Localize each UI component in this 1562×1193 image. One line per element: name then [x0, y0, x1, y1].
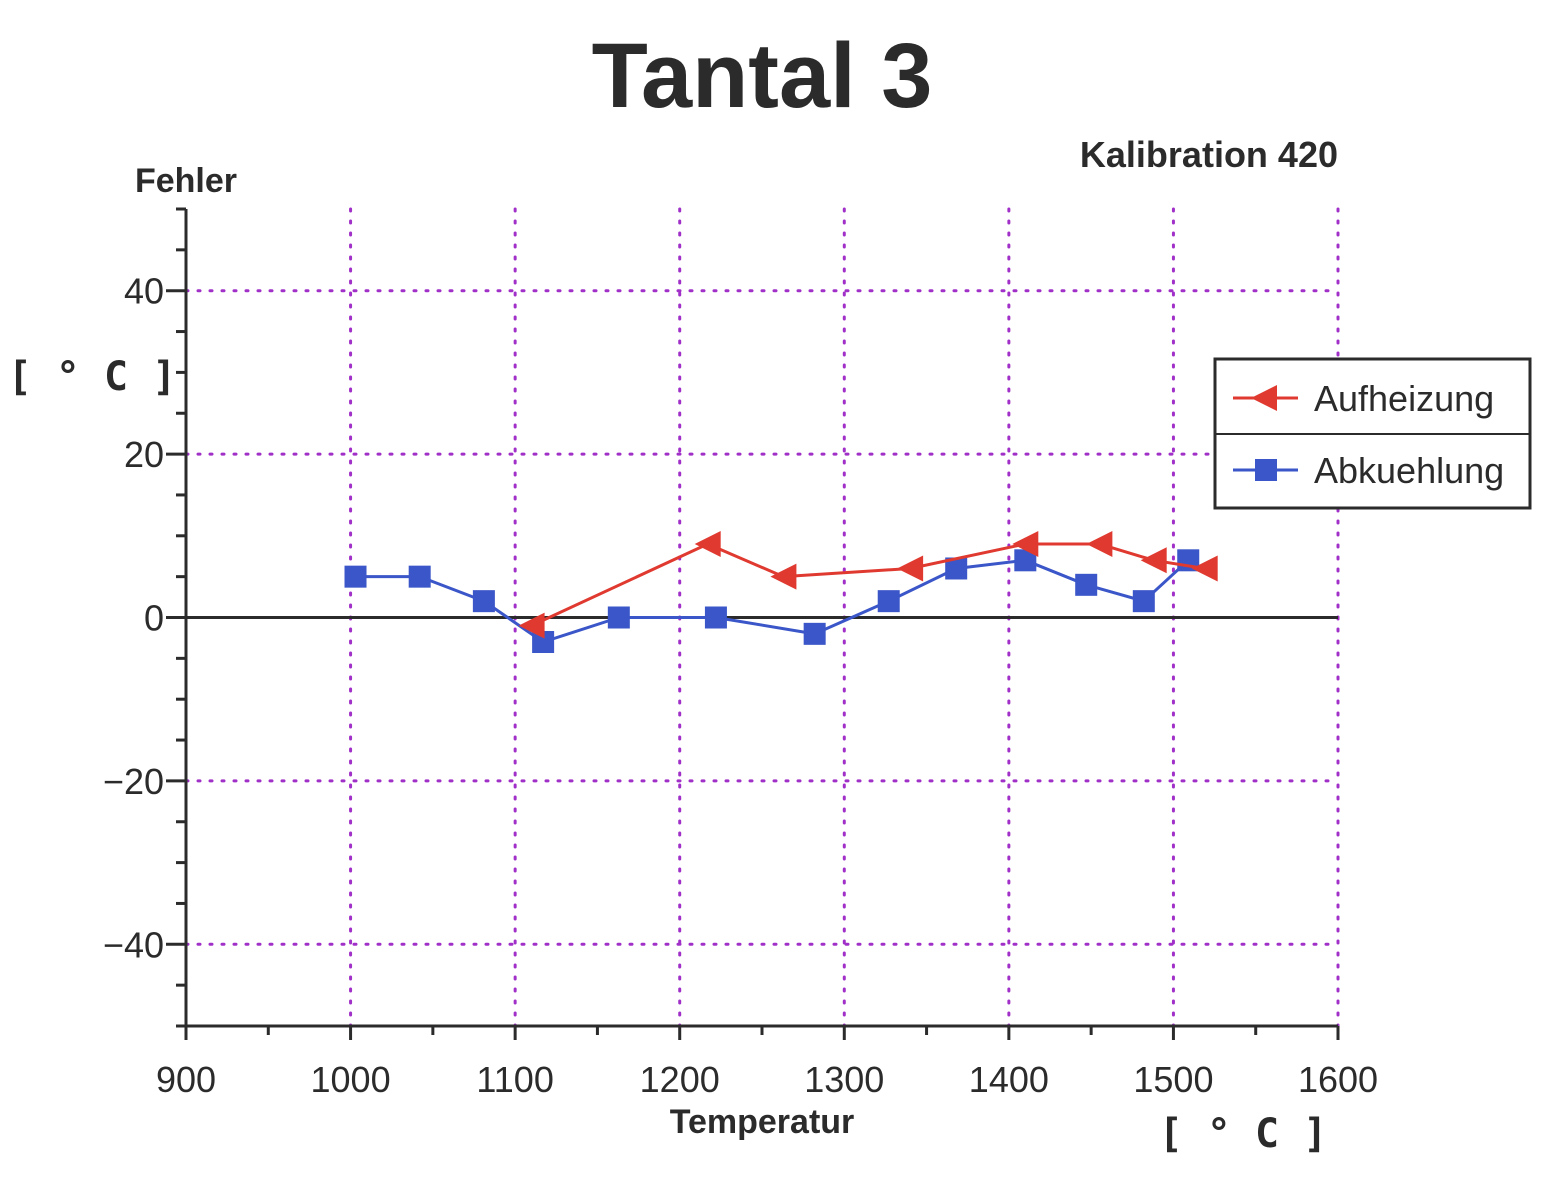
x-tick-label: 1200 — [640, 1059, 720, 1100]
data-point-aufheizung — [770, 563, 797, 590]
x-axis-label: Temperatur — [670, 1103, 855, 1141]
x-tick-label: 1600 — [1298, 1059, 1378, 1100]
data-point-abkuehlung — [472, 590, 495, 613]
x-tick-label: 1100 — [476, 1059, 553, 1100]
data-point-aufheizung — [897, 555, 924, 582]
legend-item-aufheizung: Aufheizung — [1233, 378, 1494, 419]
data-point-abkuehlung — [803, 622, 826, 645]
x-tick-label: 1400 — [969, 1059, 1049, 1100]
data-point-aufheizung — [518, 612, 545, 639]
legend-label-aufheizung: Aufheizung — [1314, 378, 1494, 419]
legend-item-abkuehlung: Abkuehlung — [1233, 450, 1504, 491]
data-point-aufheizung — [1140, 547, 1167, 574]
series-line-aufheizung — [530, 542, 1205, 628]
chart-subtitle: Kalibration 420 — [1080, 134, 1338, 175]
y-tick-label: −20 — [103, 761, 164, 802]
data-point-aufheizung — [1012, 530, 1039, 557]
data-point-abkuehlung — [877, 590, 900, 613]
x-axis-unit: [ ° C ] — [1159, 1111, 1328, 1157]
data-point-aufheizung — [1086, 530, 1113, 557]
chart-title: Tantal 3 — [592, 25, 933, 127]
legend-label-abkuehlung: Abkuehlung — [1314, 450, 1504, 491]
x-tick-label: 1000 — [311, 1059, 391, 1100]
axes: 900 1000 1100 1200 1300 1400 1500 1600 −40 −20 0 20… — [103, 207, 1378, 1100]
data-point-abkuehlung — [704, 606, 727, 629]
legend-triangle-marker — [1251, 385, 1277, 411]
x-tick-label: 900 — [156, 1059, 216, 1100]
legend: Aufheizung Abkuehlung — [1213, 357, 1532, 510]
x-tick-label: 1500 — [1133, 1059, 1213, 1100]
data-point-abkuehlung — [408, 565, 431, 588]
y-tick-label: −40 — [103, 924, 164, 965]
data-point-abkuehlung — [1014, 549, 1037, 572]
x-tick-label: 1300 — [804, 1059, 884, 1100]
y-tick-label: 20 — [124, 434, 164, 475]
data-point-aufheizung — [694, 530, 721, 557]
data-point-abkuehlung — [1075, 573, 1098, 596]
data-point-abkuehlung — [532, 631, 555, 654]
plot-area — [344, 530, 1218, 654]
y-tick-label: 0 — [144, 598, 164, 639]
data-point-abkuehlung — [1132, 590, 1155, 613]
data-point-abkuehlung — [607, 606, 630, 629]
y-axis-unit: [ ° C ] — [8, 354, 177, 400]
data-point-abkuehlung — [945, 557, 968, 580]
y-tick-label: 40 — [124, 271, 164, 312]
data-point-abkuehlung — [344, 565, 367, 588]
y-axis-label: Fehler — [135, 162, 237, 200]
legend-square-marker — [1255, 459, 1277, 481]
data-point-aufheizung — [1191, 555, 1218, 582]
